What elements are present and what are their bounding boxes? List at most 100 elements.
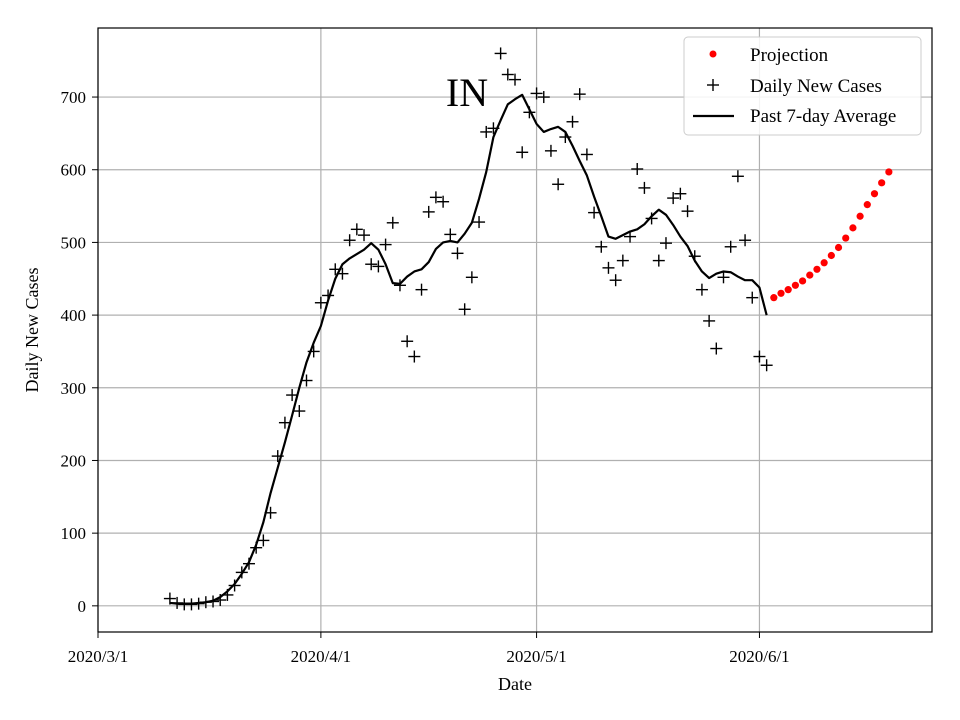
daily-case-point xyxy=(199,596,212,609)
daily-case-point xyxy=(386,216,399,229)
daily-case-point xyxy=(480,125,493,138)
daily-case-point xyxy=(681,205,694,218)
projection-point xyxy=(856,212,864,220)
projection-point xyxy=(842,234,850,242)
projection-point xyxy=(834,243,843,252)
daily-case-point xyxy=(415,283,428,296)
projection-point xyxy=(784,286,792,294)
projection-point xyxy=(813,265,821,273)
daily-case-point xyxy=(487,122,500,135)
daily-case-point xyxy=(264,506,277,519)
daily-case-point xyxy=(573,88,586,101)
daily-case-point xyxy=(300,374,313,387)
y-tick-label: 200 xyxy=(61,451,87,470)
daily-case-point xyxy=(372,260,385,273)
daily-case-point xyxy=(207,595,220,608)
daily-case-point xyxy=(473,216,486,229)
daily-case-point xyxy=(235,566,248,579)
daily-case-point xyxy=(516,146,529,159)
daily-case-point xyxy=(588,206,601,219)
daily-case-point xyxy=(329,263,342,276)
daily-case-point xyxy=(695,283,708,296)
daily-case-point xyxy=(214,594,227,607)
daily-case-point xyxy=(458,303,471,316)
daily-case-point xyxy=(580,148,593,161)
daily-case-point xyxy=(444,228,457,241)
y-tick-label: 600 xyxy=(61,161,87,180)
projection-point xyxy=(770,294,778,302)
daily-case-point xyxy=(559,131,572,144)
data-series xyxy=(163,47,893,611)
daily-case-point xyxy=(760,359,773,372)
y-tick-label: 400 xyxy=(61,306,87,325)
projection-point xyxy=(827,251,835,260)
daily-case-point xyxy=(724,240,737,253)
daily-case-point xyxy=(286,389,299,402)
region-annotation: IN xyxy=(446,70,488,115)
daily-case-point xyxy=(379,238,392,251)
daily-case-point xyxy=(257,534,270,547)
x-tick-label: 2020/5/1 xyxy=(506,647,566,666)
daily-case-point xyxy=(523,106,536,119)
daily-case-point xyxy=(509,73,521,86)
projection-point xyxy=(849,224,857,232)
daily-case-point xyxy=(710,342,723,355)
x-axis-label: Date xyxy=(498,674,532,694)
daily-case-point xyxy=(171,596,184,609)
y-tick-label: 700 xyxy=(61,88,87,107)
daily-case-point xyxy=(688,250,701,263)
projection-point xyxy=(863,201,871,209)
daily-case-point xyxy=(401,335,414,348)
daily-case-point xyxy=(465,271,478,284)
x-tick-label: 2020/4/1 xyxy=(291,647,351,666)
daily-case-point xyxy=(717,271,730,284)
daily-case-point xyxy=(250,541,263,554)
daily-case-point xyxy=(753,350,766,363)
daily-case-point xyxy=(595,240,608,253)
legend: Projection Daily New Cases Past 7-day Av… xyxy=(683,36,922,136)
daily-case-point xyxy=(609,274,622,287)
projection-point xyxy=(777,289,785,297)
daily-case-point xyxy=(645,212,658,225)
daily-case-point xyxy=(278,416,291,429)
daily-case-point xyxy=(703,314,716,327)
daily-case-point xyxy=(242,557,255,570)
daily-case-point xyxy=(674,187,687,200)
daily-case-point xyxy=(422,205,435,218)
daily-case-point xyxy=(746,291,759,304)
daily-case-point xyxy=(530,87,543,100)
daily-case-point xyxy=(652,254,665,267)
projection-point xyxy=(870,190,879,198)
projection-point xyxy=(885,168,893,176)
legend-daily-label: Daily New Cases xyxy=(750,76,882,97)
daily-case-point xyxy=(322,289,335,302)
daily-case-point xyxy=(393,279,406,292)
daily-case-point xyxy=(451,247,464,260)
daily-case-point xyxy=(336,267,349,280)
x-tick-label: 2020/6/1 xyxy=(729,647,789,666)
legend-average-label: Past 7-day Average xyxy=(750,106,896,127)
projection-point xyxy=(806,271,814,279)
daily-case-point xyxy=(739,234,752,247)
projection-point xyxy=(798,277,807,285)
axis-ticks: 0 100 200 300 400 500 600 700 2020/3/1 2020/4/1 20… xyxy=(61,88,790,666)
daily-case-point xyxy=(544,144,557,157)
daily-case-point xyxy=(192,597,205,610)
y-tick-label: 300 xyxy=(61,379,87,398)
daily-case-point xyxy=(429,191,442,204)
projection-point xyxy=(791,281,799,289)
daily-case-point xyxy=(358,229,371,242)
legend-projection-marker xyxy=(709,50,717,58)
daily-case-point xyxy=(494,47,507,60)
daily-case-point xyxy=(307,345,320,358)
y-tick-label: 100 xyxy=(61,524,87,543)
daily-case-point xyxy=(667,192,680,205)
daily-case-point xyxy=(408,350,421,363)
daily-case-point xyxy=(501,68,514,81)
daily-case-point xyxy=(163,592,176,605)
daily-case-point xyxy=(624,230,637,243)
daily-case-point xyxy=(343,234,356,247)
daily-case-point xyxy=(552,178,565,191)
daily-case-point xyxy=(631,163,644,176)
